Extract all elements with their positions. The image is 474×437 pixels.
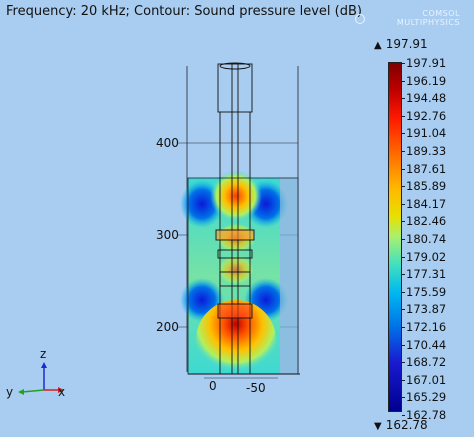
y-tick-label-400: 400 xyxy=(156,136,179,150)
colorbar-min-value: 162.78 xyxy=(385,418,428,432)
color-legend-bar xyxy=(388,62,402,412)
colorbar-tick-label: 168.72 xyxy=(401,355,447,370)
colorbar-tick-label: 191.04 xyxy=(401,126,447,141)
triad-x-label: x xyxy=(58,385,65,399)
triad-z-label: z xyxy=(40,347,46,361)
axis-triad: z y x xyxy=(6,347,65,399)
brand-logo: COMSOL MULTIPHYSICS xyxy=(352,9,460,33)
colorbar-max: ▲ 197.91 xyxy=(374,37,428,51)
colorbar-tick-label: 196.19 xyxy=(401,73,447,88)
colorbar-tick-label: 182.46 xyxy=(401,214,447,229)
colorbar-min: ▼ 162.78 xyxy=(374,418,428,432)
triangle-up-icon: ▲ xyxy=(374,40,382,51)
x-tick-label-0: 0 xyxy=(209,379,217,393)
colorbar-max-value: 197.91 xyxy=(385,37,428,51)
colorbar-tick-label: 180.74 xyxy=(401,232,447,246)
pressure-field xyxy=(180,170,299,380)
x-tick-label-minus-50: -50 xyxy=(246,381,266,395)
colorbar-tick-label: 194.48 xyxy=(401,91,447,106)
colorbar-tick-label: 184.17 xyxy=(401,196,447,211)
brand-line-2: MULTIPHYSICS xyxy=(396,18,460,27)
graphics-viewport[interactable]: 400 300 200 0 -50 z y x xyxy=(0,0,360,437)
colorbar-tick-label: 162.78 xyxy=(401,408,447,422)
colorbar-tick-label: 185.89 xyxy=(401,179,447,194)
triad-y-label: y xyxy=(6,385,13,399)
colorbar-tick-label: 177.31 xyxy=(401,267,447,282)
colorbar-tick-label: 187.61 xyxy=(401,161,447,176)
colorbar-tick-label: 170.44 xyxy=(401,337,447,352)
colorbar-tick-label: 165.29 xyxy=(401,390,447,405)
colorbar-tick-label: 173.87 xyxy=(401,302,447,317)
transducer-geometry xyxy=(188,62,300,375)
brand-line-1: COMSOL xyxy=(422,9,460,18)
y-tick-label-300: 300 xyxy=(156,228,179,242)
colorbar-tick-label: 189.33 xyxy=(401,144,447,158)
plot-title: Frequency: 20 kHz; Contour: Sound pressu… xyxy=(6,4,362,19)
logo-icon xyxy=(355,14,365,24)
y-tick-label-200: 200 xyxy=(156,320,179,334)
colorbar-tick-label: 172.16 xyxy=(401,320,447,334)
colorbar-tick-label: 197.91 xyxy=(401,56,447,70)
colorbar-tick-label: 167.01 xyxy=(401,372,447,387)
colorbar-tick-label: 179.02 xyxy=(401,249,447,264)
colorbar-tick-label: 192.76 xyxy=(401,108,447,123)
triangle-down-icon: ▼ xyxy=(374,421,382,432)
colorbar-tick-label: 175.59 xyxy=(401,284,447,299)
